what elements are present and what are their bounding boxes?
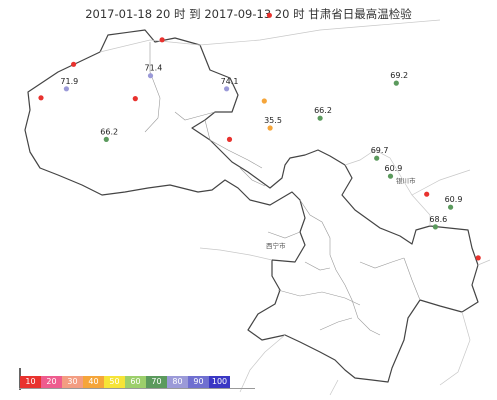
station-value: 66.2 [100,127,118,136]
station-dot [132,96,138,102]
station-dot [261,98,267,104]
station-dot [267,125,273,131]
station-56 [261,98,267,104]
station-dot [147,73,154,79]
legend-swatch-10: 10 [20,376,41,388]
legend-swatch-70: 70 [146,376,167,388]
station-dot [159,37,165,43]
legend-swatch-50: 50 [104,376,125,388]
station-value: 71.4 [145,64,163,73]
station-60 [38,95,44,101]
station-66 [475,255,481,261]
legend-swatch-90: 90 [188,376,209,388]
internal-boundary-6 [304,261,331,271]
city-label-xining: 西宁市 [266,241,286,250]
station-value: 68.6 [429,215,447,224]
station-dot [317,115,323,121]
station-59 [71,61,77,67]
station-dot [475,255,481,261]
station-dot [63,86,69,92]
station-6: 35.5 [264,116,282,131]
station-dot [424,191,430,197]
legend-swatch-80: 80 [167,376,188,388]
boundary-lines [24,19,491,396]
station-value: 66.2 [314,106,332,115]
station-value: 69.2 [390,71,408,80]
legend-swatch-30: 30 [62,376,83,388]
neighbor-boundary-6 [239,334,286,393]
station-layer: 71.9 71.4 74.1 66.2 69.2 66.2 35.5 69.7 60.9 60.9… [38,12,481,261]
internal-boundary-4 [239,167,266,187]
station-0: 71.9 [60,77,78,92]
internal-boundary-11 [267,231,301,239]
station-dot [266,12,272,18]
station-62 [226,136,233,142]
legend-swatch-60: 60 [125,376,146,388]
station-61 [132,96,138,102]
station-value: 69.7 [371,146,389,155]
gansu-outline [24,29,479,383]
neighbor-boundary-5 [439,311,471,386]
station-dot [432,224,438,230]
station-value: 71.9 [60,77,78,86]
station-5: 66.2 [314,106,332,121]
station-value: 74.1 [221,77,239,86]
station-1: 71.4 [145,64,163,79]
neighbor-boundary-4 [477,259,491,266]
neighbor-boundary-2 [344,149,431,226]
neighbor-boundary-7 [199,247,273,261]
station-8: 60.9 [385,164,403,179]
internal-boundary-2 [174,111,216,121]
station-dot [71,61,77,67]
neighbor-boundary-8 [329,379,339,396]
legend-swatch-100: 100 [209,376,230,388]
internal-boundary-1 [144,42,161,133]
legend-swatch-40: 40 [83,376,104,388]
map-title: 2017-01-18 20 时 到 2017-09-13 20 时 甘肃省日最高… [85,7,412,21]
internal-boundary-3 [204,119,263,169]
internal-boundary-10 [319,317,353,331]
city-label-yinchuan: 银川市 [396,176,416,185]
internal-boundary-8 [359,257,405,269]
station-dot [38,95,44,101]
station-dot [393,80,399,86]
station-2: 74.1 [221,77,239,92]
station-dot [374,155,380,161]
internal-boundary-7 [277,289,361,306]
station-9: 60.9 [445,195,463,210]
station-dot [387,173,394,179]
station-dot [226,136,233,142]
station-dot [224,86,230,92]
station-dot [448,204,454,210]
internal-boundary-5 [299,199,381,336]
station-value: 60.9 [445,195,463,204]
station-value: 35.5 [264,116,282,125]
legend-baseline [19,388,255,389]
station-7: 69.7 [371,146,389,161]
station-dot [103,136,109,142]
neighbor-boundary-1 [99,19,441,53]
color-legend: 10 20 30 40 50 60 70 80 90 100 [20,376,230,388]
legend-swatch-20: 20 [41,376,62,388]
station-10: 68.6 [429,215,447,230]
station-4: 69.2 [390,71,408,86]
station-3: 66.2 [100,127,118,142]
station-58 [159,37,165,43]
internal-boundary-9 [403,257,421,301]
station-57 [266,12,272,18]
station-value: 60.9 [385,164,403,173]
neighbor-boundary-3 [411,169,471,196]
station-63 [424,191,430,197]
